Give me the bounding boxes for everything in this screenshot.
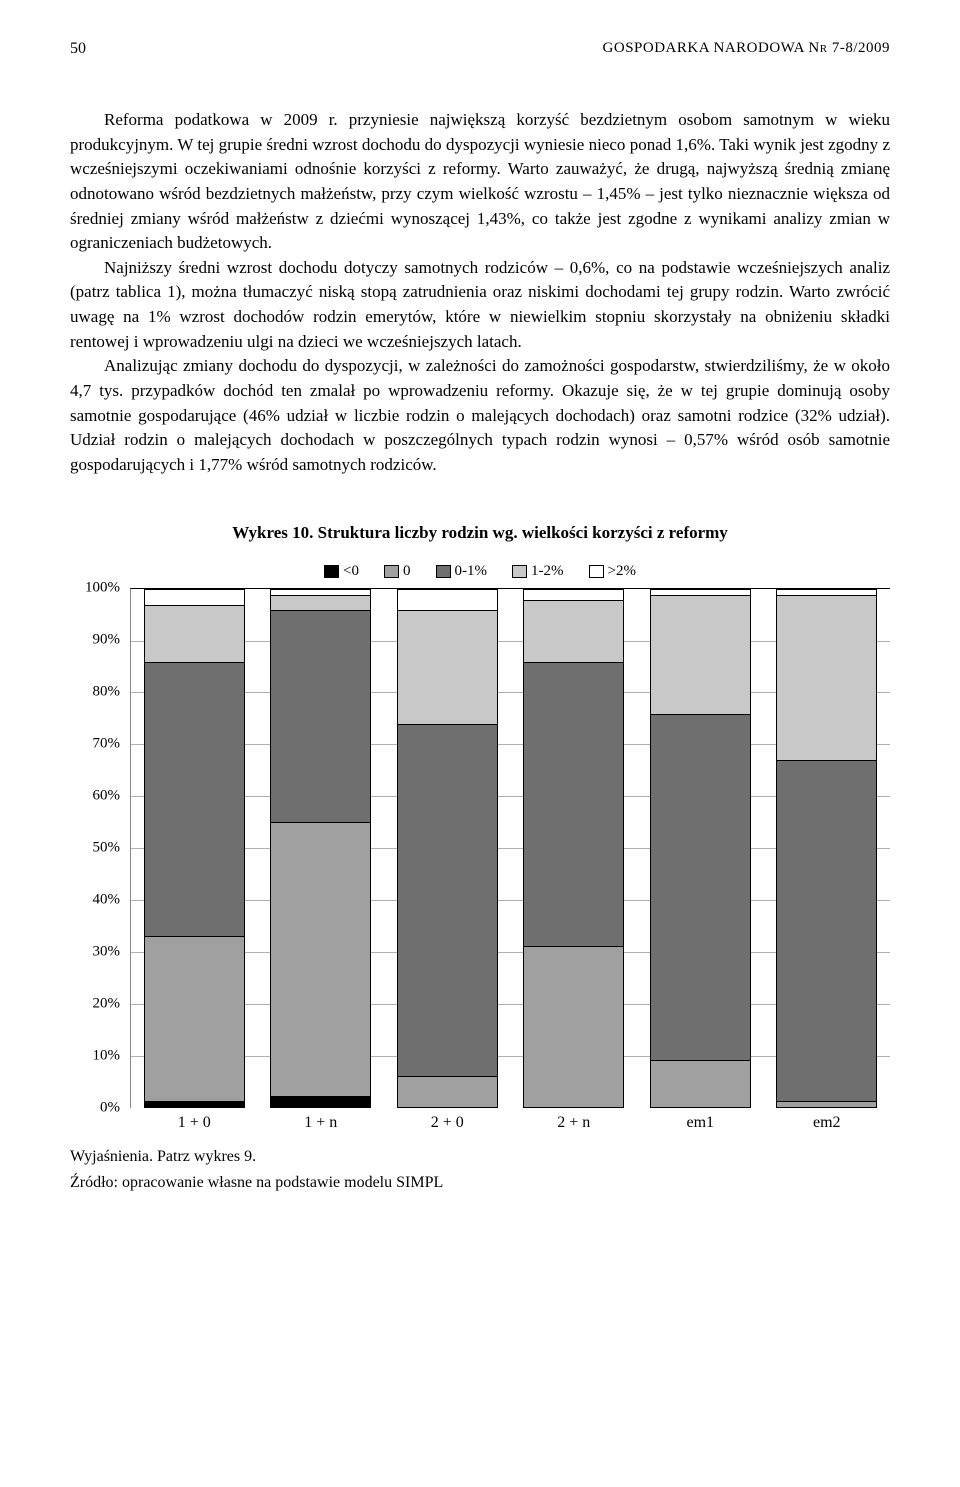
article-body: Reforma podatkowa w 2009 r. przyniesie n…: [70, 108, 890, 478]
bar-segment: [398, 1076, 497, 1107]
stacked-bar: [523, 589, 624, 1108]
y-tick-label: 30%: [93, 943, 121, 960]
bar-column: [131, 589, 258, 1108]
y-tick-label: 80%: [93, 683, 121, 700]
legend-label: <0: [343, 563, 359, 580]
stacked-bar: [144, 589, 245, 1108]
bar-segment: [145, 605, 244, 662]
bar-segment: [145, 590, 244, 606]
legend-swatch: [436, 565, 451, 578]
bar-segment: [524, 590, 623, 600]
bar-segment: [524, 662, 623, 946]
bar-column: [384, 589, 511, 1108]
bar-segment: [651, 595, 750, 714]
legend-swatch: [512, 565, 527, 578]
chart-legend: <0 0 0-1% 1-2% >2%: [70, 563, 890, 580]
x-tick-label: 1 + 0: [131, 1114, 258, 1132]
bar-segment: [145, 1101, 244, 1106]
y-axis-labels: 0%10%20%30%40%50%60%70%80%90%100%: [70, 588, 125, 1108]
legend-label: 0-1%: [455, 563, 488, 580]
bar-segment: [271, 610, 370, 822]
x-tick-label: 1 + n: [258, 1114, 385, 1132]
bar-segment: [651, 714, 750, 1060]
y-tick-label: 60%: [93, 787, 121, 804]
legend-label: 1-2%: [531, 563, 564, 580]
x-axis-labels: 1 + 01 + n2 + 02 + nem1em2: [131, 1108, 890, 1138]
y-tick-label: 0%: [100, 1099, 120, 1116]
page-header: 50 GOSPODARKA NARODOWA Nr 7-8/2009: [70, 40, 890, 58]
bar-segment: [398, 590, 497, 611]
legend-swatch: [324, 565, 339, 578]
legend-item: >2%: [589, 563, 636, 580]
bar-segment: [398, 610, 497, 724]
plot-area: 1 + 01 + n2 + 02 + nem1em2: [130, 588, 890, 1108]
paragraph-3: Analizując zmiany dochodu do dyspozycji,…: [70, 354, 890, 477]
bar-segment: [398, 724, 497, 1076]
stacked-bar: [397, 589, 498, 1108]
y-tick-label: 100%: [85, 579, 120, 596]
legend-item: 0-1%: [436, 563, 488, 580]
paragraph-1: Reforma podatkowa w 2009 r. przyniesie n…: [70, 108, 890, 256]
legend-swatch: [384, 565, 399, 578]
bar-segment: [524, 946, 623, 1106]
chart-explanation: Wyjaśnienia. Patrz wykres 9.: [70, 1148, 890, 1166]
y-tick-label: 90%: [93, 631, 121, 648]
legend-item: <0: [324, 563, 359, 580]
bar-column: [637, 589, 764, 1108]
stacked-bar: [270, 589, 371, 1108]
x-tick-label: em1: [637, 1114, 764, 1132]
paragraph-2: Najniższy średni wzrost dochodu dotyczy …: [70, 256, 890, 355]
bar-segment: [524, 600, 623, 662]
y-tick-label: 70%: [93, 735, 121, 752]
x-tick-label: 2 + n: [511, 1114, 638, 1132]
bar-segment: [271, 595, 370, 611]
bar-segment: [145, 662, 244, 936]
bars-layer: [131, 589, 890, 1108]
legend-label: >2%: [608, 563, 636, 580]
bar-segment: [271, 822, 370, 1096]
bar-column: [511, 589, 638, 1108]
bar-segment: [777, 1101, 876, 1106]
legend-swatch: [589, 565, 604, 578]
chart-title: Wykres 10. Struktura liczby rodzin wg. w…: [70, 523, 890, 543]
bar-segment: [271, 1096, 370, 1106]
bar-column: [764, 589, 891, 1108]
legend-item: 1-2%: [512, 563, 564, 580]
bar-segment: [777, 595, 876, 760]
y-tick-label: 40%: [93, 891, 121, 908]
stacked-bar: [650, 589, 751, 1108]
journal-title: GOSPODARKA NARODOWA Nr 7-8/2009: [603, 40, 890, 58]
x-tick-label: em2: [764, 1114, 891, 1132]
page-number: 50: [70, 40, 86, 58]
y-tick-label: 10%: [93, 1047, 121, 1064]
y-tick-label: 20%: [93, 995, 121, 1012]
legend-label: 0: [403, 563, 411, 580]
bar-segment: [777, 760, 876, 1101]
chart-source: Źródło: opracowanie własne na podstawie …: [70, 1174, 890, 1192]
chart-container: 0%10%20%30%40%50%60%70%80%90%100% 1 + 01…: [70, 588, 890, 1138]
x-tick-label: 2 + 0: [384, 1114, 511, 1132]
bar-segment: [651, 1060, 750, 1107]
bar-column: [258, 589, 385, 1108]
stacked-bar: [776, 589, 877, 1108]
legend-item: 0: [384, 563, 411, 580]
bar-segment: [145, 936, 244, 1101]
y-tick-label: 50%: [93, 839, 121, 856]
